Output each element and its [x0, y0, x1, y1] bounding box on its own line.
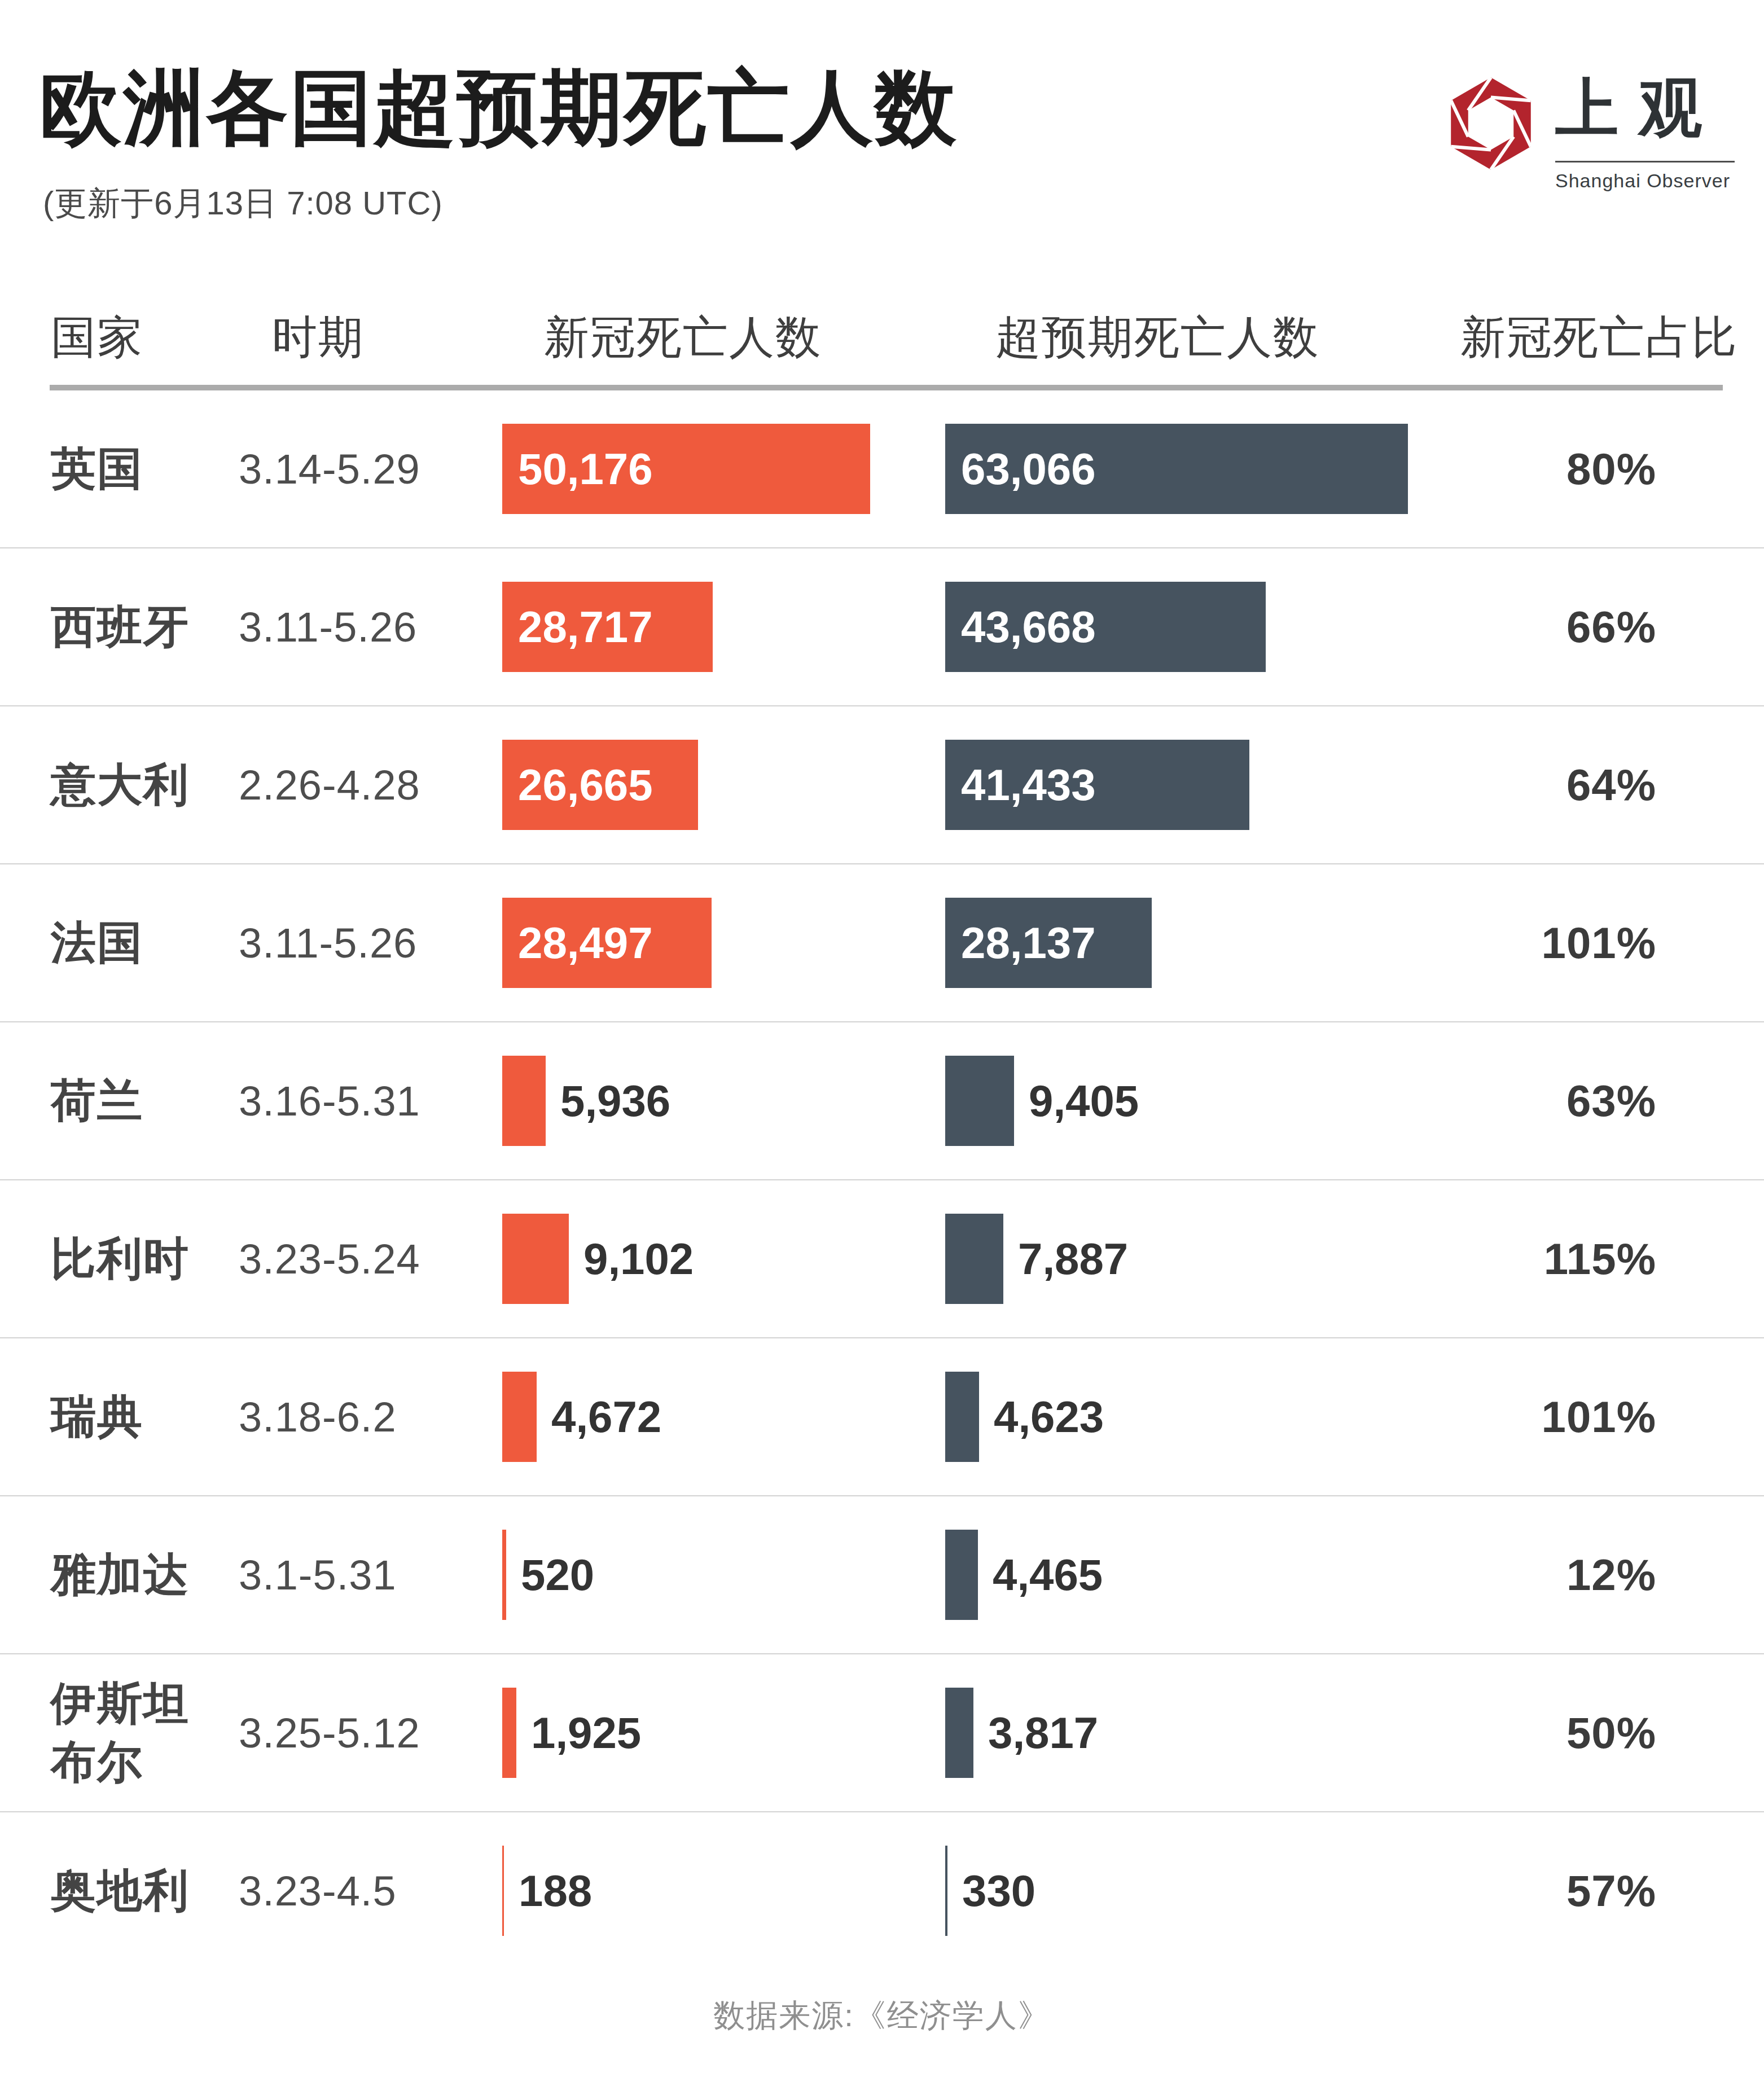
- excess-deaths-value: 4,623: [994, 1372, 1104, 1462]
- covid-ratio-value: 64%: [1318, 706, 1656, 863]
- logo-subtitle: Shanghai Observer: [1555, 170, 1730, 192]
- logo-wordmark: 上观: [1555, 66, 1722, 151]
- covid-deaths-bar-zone: 28,497: [502, 864, 942, 1021]
- covid-deaths-value: 26,665: [518, 740, 653, 830]
- excess-deaths-value: 330: [962, 1846, 1035, 1936]
- period-value: 2.26-4.28: [239, 706, 476, 863]
- period-value: 3.1-5.31: [239, 1496, 476, 1653]
- period-value: 3.11-5.26: [239, 548, 476, 705]
- covid-deaths-value: 520: [521, 1530, 594, 1620]
- period-value: 3.16-5.31: [239, 1022, 476, 1179]
- country-label: 意大利: [51, 706, 231, 863]
- covid-deaths-value: 28,717: [518, 582, 653, 672]
- excess-deaths-bar: [945, 1846, 947, 1936]
- covid-deaths-bar-zone: 188: [502, 1812, 942, 1969]
- covid-ratio-value: 80%: [1318, 390, 1656, 547]
- country-label: 荷兰: [51, 1022, 231, 1179]
- country-label: 奥地利: [51, 1812, 231, 1969]
- covid-deaths-bar-zone: 50,176: [502, 390, 942, 547]
- excess-deaths-value: 4,465: [993, 1530, 1103, 1620]
- table-body: 英国3.14-5.2950,17663,06680%西班牙3.11-5.2628…: [0, 390, 1764, 1969]
- covid-deaths-bar-zone: 1,925: [502, 1654, 942, 1811]
- update-timestamp: (更新于6月13日 7:08 UTC): [43, 182, 443, 226]
- covid-deaths-bar-zone: 4,672: [502, 1338, 942, 1495]
- excess-deaths-value: 43,668: [961, 582, 1096, 672]
- covid-deaths-value: 9,102: [583, 1214, 694, 1304]
- covid-deaths-value: 28,497: [518, 898, 653, 988]
- covid-deaths-bar: [502, 1056, 546, 1146]
- column-header-excess-deaths: 超预期死亡人数: [995, 308, 1319, 368]
- column-header-covid-ratio: 新冠死亡占比: [1377, 308, 1738, 368]
- covid-ratio-value: 115%: [1318, 1180, 1656, 1337]
- column-header-period: 时期: [272, 308, 365, 368]
- covid-deaths-bar: [502, 1688, 516, 1778]
- covid-deaths-bar: [502, 1846, 504, 1936]
- covid-deaths-bar-zone: 28,717: [502, 548, 942, 705]
- column-header-covid-deaths: 新冠死亡人数: [544, 308, 822, 368]
- excess-deaths-bar: [945, 1688, 973, 1778]
- table-row: 英国3.14-5.29 50,176 63,066 80%: [0, 390, 1764, 548]
- covid-ratio-value: 63%: [1318, 1022, 1656, 1179]
- table-row: 比利时3.23-5.24 9,102 7,887 115%: [0, 1180, 1764, 1338]
- excess-deaths-value: 3,817: [988, 1688, 1098, 1778]
- country-label: 西班牙: [51, 548, 231, 705]
- excess-deaths-value: 41,433: [961, 740, 1096, 830]
- covid-deaths-bar-zone: 5,936: [502, 1022, 942, 1179]
- country-label: 伊斯坦布尔: [51, 1654, 231, 1811]
- excess-deaths-value: 28,137: [961, 898, 1096, 988]
- covid-deaths-bar: [502, 1530, 506, 1620]
- period-value: 3.14-5.29: [239, 390, 476, 547]
- covid-ratio-value: 101%: [1318, 864, 1656, 1021]
- table-row: 瑞典3.18-6.2 4,672 4,623 101%: [0, 1338, 1764, 1496]
- table-row: 西班牙3.11-5.26 28,717 43,668 66%: [0, 548, 1764, 706]
- covid-deaths-value: 188: [519, 1846, 592, 1936]
- covid-deaths-bar-zone: 520: [502, 1496, 942, 1653]
- period-value: 3.18-6.2: [239, 1338, 476, 1495]
- table-row: 法国3.11-5.26 28,497 28,137 101%: [0, 864, 1764, 1022]
- excess-deaths-bar: [945, 1530, 978, 1620]
- column-header-country: 国家: [51, 308, 143, 368]
- covid-ratio-value: 101%: [1318, 1338, 1656, 1495]
- covid-deaths-bar: [502, 1214, 569, 1304]
- excess-deaths-bar: [945, 1056, 1014, 1146]
- data-source-note: 数据来源:《经济学人》: [0, 1995, 1764, 2037]
- covid-deaths-bar-zone: 9,102: [502, 1180, 942, 1337]
- period-value: 3.25-5.12: [239, 1654, 476, 1811]
- table-row: 奥地利3.23-4.5 188 330 57%: [0, 1812, 1764, 1969]
- excess-deaths-value: 7,887: [1018, 1214, 1128, 1304]
- covid-ratio-value: 66%: [1318, 548, 1656, 705]
- table-row: 雅加达3.1-5.31 520 4,465 12%: [0, 1496, 1764, 1654]
- table-header-rule: [50, 385, 1723, 390]
- country-label: 英国: [51, 390, 231, 547]
- covid-deaths-bar: [502, 1372, 537, 1462]
- period-value: 3.11-5.26: [239, 864, 476, 1021]
- excess-deaths-value: 9,405: [1029, 1056, 1139, 1146]
- covid-deaths-value: 50,176: [518, 424, 653, 514]
- covid-ratio-value: 57%: [1318, 1812, 1656, 1969]
- excess-deaths-value: 63,066: [961, 424, 1096, 514]
- excess-deaths-bar: [945, 1372, 979, 1462]
- excess-deaths-bar: [945, 1214, 1003, 1304]
- period-value: 3.23-5.24: [239, 1180, 476, 1337]
- table-row: 荷兰3.16-5.31 5,936 9,405 63%: [0, 1022, 1764, 1180]
- covid-deaths-value: 1,925: [531, 1688, 641, 1778]
- table-row: 伊斯坦布尔3.25-5.12 1,925 3,817 50%: [0, 1654, 1764, 1812]
- table-row: 意大利2.26-4.28 26,665 41,433 64%: [0, 706, 1764, 864]
- country-label: 瑞典: [51, 1338, 231, 1495]
- period-value: 3.23-4.5: [239, 1812, 476, 1969]
- country-label: 比利时: [51, 1180, 231, 1337]
- logo-divider: [1555, 161, 1735, 163]
- country-label: 法国: [51, 864, 231, 1021]
- covid-ratio-value: 50%: [1318, 1654, 1656, 1811]
- aperture-logo-icon: [1442, 75, 1539, 172]
- covid-deaths-value: 5,936: [560, 1056, 670, 1146]
- country-label: 雅加达: [51, 1496, 231, 1653]
- covid-ratio-value: 12%: [1318, 1496, 1656, 1653]
- covid-deaths-bar-zone: 26,665: [502, 706, 942, 863]
- covid-deaths-value: 4,672: [551, 1372, 661, 1462]
- page-title: 欧洲各国超预期死亡人数: [40, 54, 958, 164]
- shanghai-observer-logo: 上观 Shanghai Observer: [1442, 71, 1736, 200]
